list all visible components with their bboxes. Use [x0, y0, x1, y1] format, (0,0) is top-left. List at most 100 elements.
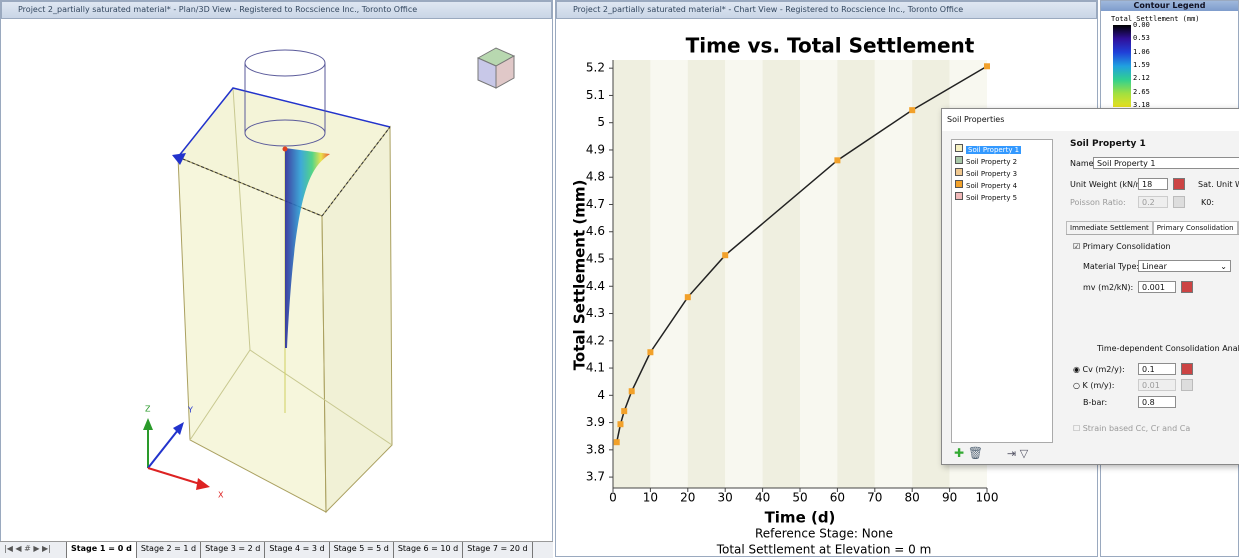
- x-tick-label: 70: [867, 491, 882, 505]
- label: Material Type:: [1083, 262, 1139, 271]
- function-button: [1173, 196, 1185, 208]
- legend-level: 2.12: [1133, 74, 1150, 82]
- swatch: [955, 168, 963, 176]
- label: Cv (m2/y):: [1083, 365, 1125, 374]
- function-button: [1181, 379, 1193, 391]
- list-item[interactable]: Soil Property 4: [955, 180, 1017, 190]
- x-axis-label: Time (d): [765, 509, 836, 527]
- dialog-tab[interactable]: Immediate Settlement: [1066, 221, 1153, 234]
- y-tick-label: 4.3: [586, 306, 605, 320]
- y-tick-label: 4.7: [586, 197, 605, 211]
- list-item[interactable]: Soil Property 1: [955, 144, 1021, 154]
- heading: Soil Property 1: [1070, 139, 1146, 149]
- data-point: [617, 421, 623, 427]
- x-tick-label: 50: [792, 491, 807, 505]
- dialog-title: Soil Properties: [942, 109, 1239, 131]
- y-tick-label: 4.6: [586, 224, 605, 238]
- function-button[interactable]: [1181, 281, 1193, 293]
- color-bar: [1113, 25, 1131, 107]
- label: Sat. Unit W: [1198, 180, 1239, 189]
- plot-band: [725, 60, 762, 488]
- y-tick-label: 4.8: [586, 170, 605, 184]
- x-tick-label: 100: [976, 491, 999, 505]
- x-tick-label: 60: [830, 491, 845, 505]
- plot-band: [875, 60, 912, 488]
- plot-band: [800, 60, 837, 488]
- swatch: [955, 180, 963, 188]
- plot-band: [763, 60, 800, 488]
- function-button[interactable]: [1173, 178, 1185, 190]
- y-tick-label: 4.9: [586, 142, 605, 156]
- x-tick-label: 0: [609, 491, 617, 505]
- x-tick-label: 40: [755, 491, 770, 505]
- swatch: [955, 144, 963, 152]
- plot-band: [650, 60, 687, 488]
- plot-band: [837, 60, 874, 488]
- y-tick-label: 4.2: [586, 333, 605, 347]
- data-point: [834, 157, 840, 163]
- label: B-bar:: [1083, 398, 1107, 407]
- x-tick-label: 20: [680, 491, 695, 505]
- value: Linear: [1142, 262, 1167, 271]
- x-tick-label: 30: [718, 491, 733, 505]
- data-point: [909, 107, 915, 113]
- dialog-tab[interactable]: Primary Consolidation: [1153, 221, 1238, 234]
- label: Primary Consolidation: [1083, 242, 1171, 251]
- x-tick-label: 90: [942, 491, 957, 505]
- item-label: Soil Property 1: [966, 146, 1021, 154]
- data-point: [629, 388, 635, 394]
- property-list[interactable]: Soil Property 1 Soil Property 2 Soil Prope…: [951, 139, 1053, 443]
- legend-level: 0.00: [1133, 21, 1150, 29]
- y-tick-label: 4.1: [586, 361, 605, 375]
- list-item[interactable]: Soil Property 5: [955, 192, 1017, 202]
- legend-level: 2.65: [1133, 88, 1150, 96]
- label: Poisson Ratio:: [1070, 198, 1126, 207]
- chart-title: Time vs. Total Settlement: [686, 34, 975, 58]
- data-point: [614, 439, 620, 445]
- unit-weight-input[interactable]: 18: [1138, 178, 1168, 190]
- screen: { "left_window": { "title": "Project 2_p…: [0, 0, 1239, 557]
- data-point: [984, 63, 990, 69]
- legend-level: 1.59: [1133, 61, 1150, 69]
- label: K (m/y):: [1083, 381, 1115, 390]
- data-point: [685, 294, 691, 300]
- annotation: Total Settlement at Elevation = 0 m: [716, 543, 932, 557]
- x-tick-label: 10: [643, 491, 658, 505]
- annotation: Reference Stage: None: [755, 527, 893, 541]
- radio[interactable]: ◉ Cv (m2/y):: [1073, 365, 1125, 374]
- label: Strain based Cc, Cr and Ca: [1083, 424, 1191, 433]
- bbar-input[interactable]: 0.8: [1138, 396, 1176, 408]
- cv-input[interactable]: 0.1: [1138, 363, 1176, 375]
- list-item[interactable]: Soil Property 2: [955, 156, 1017, 166]
- name-input[interactable]: Soil Property 1: [1093, 157, 1239, 169]
- material-type-select[interactable]: Linear⌄: [1138, 260, 1231, 272]
- y-tick-label: 4.4: [586, 279, 605, 293]
- swatch: [955, 192, 963, 200]
- y-tick-label: 3.9: [586, 415, 605, 429]
- mv-input[interactable]: 0.001: [1138, 281, 1176, 293]
- function-button[interactable]: [1181, 363, 1193, 375]
- plot-band: [688, 60, 725, 488]
- y-tick-label: 5.2: [586, 61, 605, 75]
- y-tick-label: 4: [597, 388, 605, 402]
- list-item[interactable]: Soil Property 3: [955, 168, 1017, 178]
- data-point: [647, 349, 653, 355]
- label: K0:: [1201, 198, 1214, 207]
- checkbox: ☐ Strain based Cc, Cr and Ca: [1073, 424, 1190, 433]
- data-point: [621, 408, 627, 414]
- item-label: Soil Property 5: [966, 194, 1017, 202]
- legend-level: 1.06: [1133, 48, 1150, 56]
- y-tick-label: 5.1: [586, 88, 605, 102]
- swatch: [955, 156, 963, 164]
- checkbox[interactable]: ☑ Primary Consolidation: [1073, 242, 1171, 251]
- item-label: Soil Property 3: [966, 170, 1017, 178]
- k-input: 0.01: [1138, 379, 1176, 391]
- tools[interactable]: ⇥ ▽: [1007, 447, 1028, 460]
- add-button[interactable]: ✚ 🗑: [954, 446, 983, 460]
- radio[interactable]: ○ K (m/y):: [1073, 381, 1114, 390]
- legend-quantity: Total Settlement (mm): [1111, 15, 1200, 23]
- legend-level: 0.53: [1133, 34, 1150, 42]
- item-label: Soil Property 4: [966, 182, 1017, 190]
- y-tick-label: 3.7: [586, 470, 605, 484]
